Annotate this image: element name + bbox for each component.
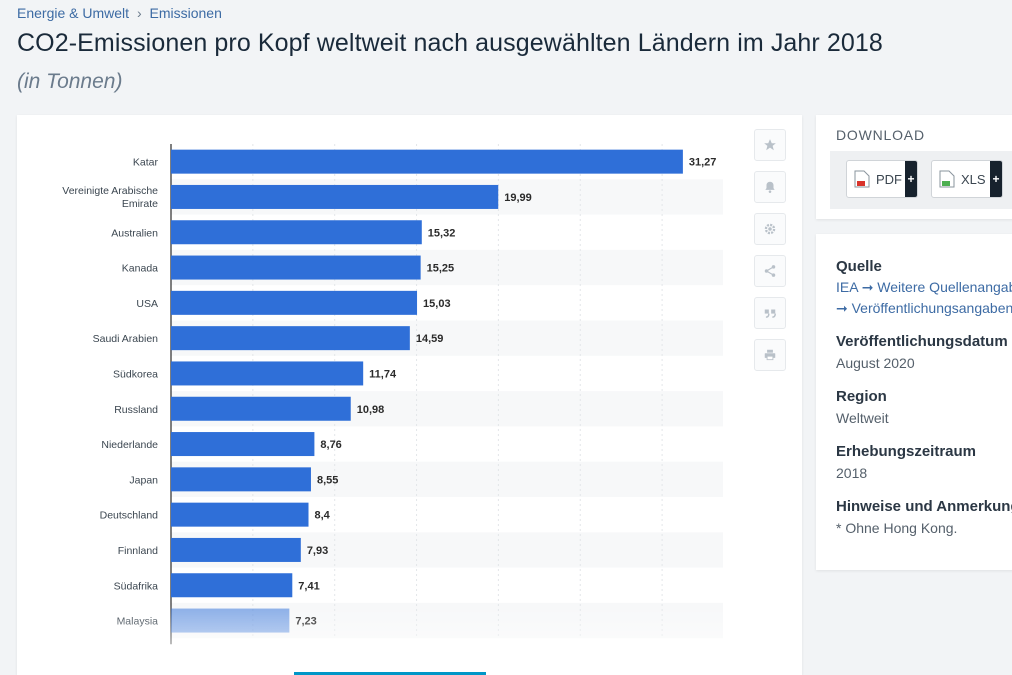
notes-heading: Hinweise und Anmerkungen [836, 498, 1012, 515]
value-label: 31,27 [689, 157, 717, 169]
download-card: DOWNLOAD PDF + XLS + [816, 115, 1012, 219]
pdf-plus: + [905, 161, 917, 197]
share-button[interactable] [754, 255, 786, 287]
bar[interactable] [171, 537, 301, 562]
value-label: 8,4 [315, 510, 331, 522]
category-label: Deutschland [100, 510, 159, 522]
bar[interactable] [171, 502, 309, 527]
source-line: IEA ➞ Weitere Quellenangaben [836, 279, 1012, 296]
category-label: USA [136, 298, 158, 310]
breadcrumb: Energie & Umwelt › Emissionen [17, 5, 222, 21]
download-pdf-button[interactable]: PDF + [846, 160, 918, 198]
bar[interactable] [171, 326, 410, 351]
alert-button[interactable] [754, 171, 786, 203]
bar-chart: 31,27 Katar 19,99 Vereinigte Arabische Emira… [62, 144, 723, 645]
pdf-label: PDF [876, 171, 902, 187]
value-label: 7,93 [307, 545, 328, 557]
category-label: Saudi Arabien [93, 333, 159, 345]
info-card: Quelle IEA ➞ Weitere Quellenangaben ➞ Ve… [816, 234, 1012, 570]
bar[interactable] [171, 396, 351, 421]
settings-button[interactable] [754, 213, 786, 245]
breadcrumb-separator: › [136, 5, 142, 21]
print-button[interactable] [754, 339, 786, 371]
bar[interactable] [171, 467, 311, 492]
bar[interactable] [171, 361, 364, 386]
more-sources-link[interactable]: ➞ Weitere Quellenangaben [861, 279, 1012, 295]
quote-icon [764, 309, 776, 318]
category-label: Vereinigte Arabische Emirate [62, 185, 158, 210]
share-icon [764, 265, 776, 277]
page-subtitle: (in Tonnen) [17, 70, 123, 93]
breadcrumb-link-emissionen[interactable]: Emissionen [149, 5, 222, 21]
period-value: 2018 [836, 465, 868, 481]
download-xls-button[interactable]: XLS + [931, 160, 1003, 198]
notes-value: * Ohne Hong Kong. [836, 520, 958, 536]
bar[interactable] [171, 290, 418, 315]
pdf-file-icon [854, 170, 870, 188]
publication-info-link[interactable]: ➞ Veröffentlichungsangaben [836, 300, 1012, 316]
cite-button[interactable] [754, 297, 786, 329]
bar[interactable] [171, 149, 683, 174]
page-title: CO2-Emissionen pro Kopf weltweit nach au… [17, 29, 883, 57]
category-label: Australien [111, 227, 158, 239]
value-label: 7,41 [298, 580, 319, 592]
xls-plus: + [990, 161, 1002, 197]
bar[interactable] [171, 220, 422, 245]
value-label: 8,55 [317, 474, 338, 486]
gear-icon [764, 223, 776, 235]
category-label: Südafrika [114, 580, 159, 592]
star-icon [764, 139, 776, 151]
chart-action-bar [754, 129, 790, 381]
bar[interactable] [171, 184, 499, 209]
bell-icon [765, 181, 775, 193]
category-label: Kanada [122, 263, 158, 275]
category-label: Russland [114, 404, 158, 416]
value-label: 15,32 [428, 227, 456, 239]
category-label: Malaysia [117, 616, 159, 628]
category-label: Japan [129, 474, 158, 486]
source-prefix: IEA [836, 279, 858, 295]
bar[interactable] [171, 255, 421, 280]
favorite-button[interactable] [754, 129, 786, 161]
published-value: August 2020 [836, 355, 915, 371]
category-label-line: Emirate [122, 198, 158, 210]
published-heading: Veröffentlichungsdatum [836, 333, 1008, 350]
xls-label: XLS [961, 171, 986, 187]
source-heading: Quelle [836, 258, 882, 275]
bar[interactable] [171, 573, 293, 598]
value-label: 14,59 [416, 333, 444, 345]
value-label: 15,25 [427, 263, 455, 275]
region-value: Weltweit [836, 410, 889, 426]
xls-file-icon [939, 170, 955, 188]
period-heading: Erhebungszeitraum [836, 443, 977, 460]
category-label-line: Vereinigte Arabische [62, 185, 158, 197]
category-label: Finnland [118, 545, 158, 557]
value-label: 10,98 [357, 404, 385, 416]
bar[interactable] [171, 608, 290, 633]
category-label: Katar [133, 157, 159, 169]
category-label: Niederlande [101, 439, 158, 451]
chart-card: 31,27 Katar 19,99 Vereinigte Arabische Emira… [17, 115, 802, 675]
value-label: 19,99 [504, 192, 532, 204]
breadcrumb-link-energie[interactable]: Energie & Umwelt [17, 5, 130, 21]
category-label: Südkorea [113, 368, 158, 380]
value-label: 11,74 [369, 368, 397, 380]
download-buttons-area: PDF + XLS + [830, 151, 1012, 209]
print-icon [764, 349, 776, 361]
value-label: 7,23 [295, 616, 316, 628]
value-label: 8,76 [320, 439, 341, 451]
region-heading: Region [836, 388, 887, 405]
bar[interactable] [171, 432, 315, 457]
download-title: DOWNLOAD [836, 127, 925, 143]
value-label: 15,03 [423, 298, 451, 310]
